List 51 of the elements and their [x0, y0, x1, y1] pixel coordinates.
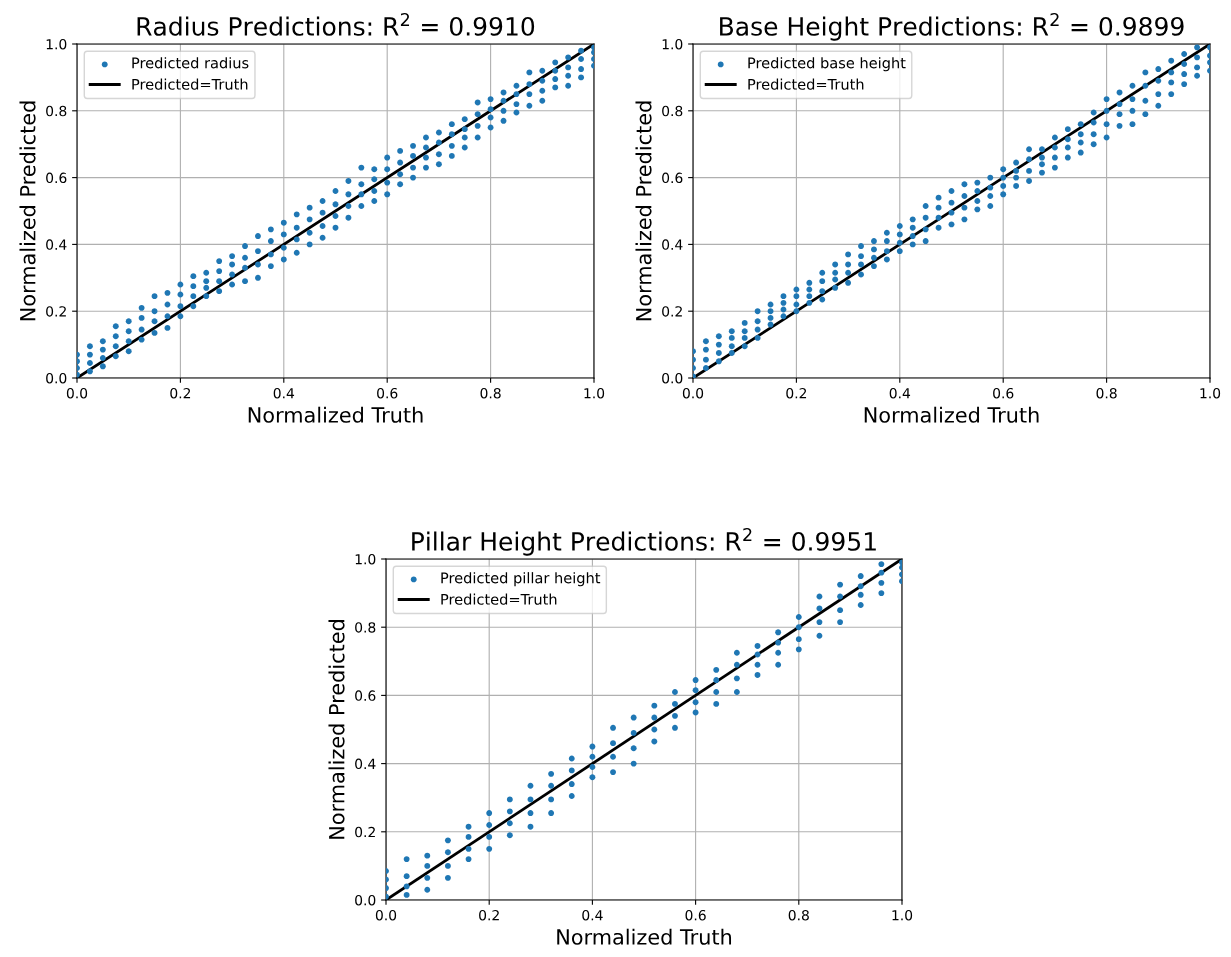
y-tick-label: 0.2 — [46, 306, 66, 317]
x-tick-label: 1.0 — [892, 909, 913, 921]
x-tick-label: 0.8 — [480, 387, 501, 399]
x-tick-label: 0.0 — [375, 909, 397, 921]
chart-title: Radius Predictions: R$^{2}$ = 0.9910 — [137, 12, 535, 36]
legend-label: Predicted pillar height — [441, 572, 601, 587]
y-tick-label: 0.8 — [46, 105, 67, 117]
y-tick-label: 1.0 — [355, 553, 376, 565]
chart-title: Pillar Height Predictions: R$^{2}$ = 0.9951 — [412, 527, 876, 556]
y-tick-label: 0.8 — [662, 105, 683, 117]
y-tick-label: 0.0 — [662, 372, 683, 384]
x-tick-label: 0.6 — [993, 387, 1014, 399]
y-axis-title: Normalized Predicted — [328, 620, 345, 839]
y-tick-label: 0.8 — [355, 622, 376, 633]
x-tick-label: 0.4 — [889, 387, 911, 399]
x-axis-title: Normalized Truth — [864, 406, 1039, 423]
y-tick-label: 0.6 — [662, 172, 683, 184]
legend-label: Predicted=Truth — [132, 78, 248, 90]
chart-title: Base Height Predictions: R$^{2}$ = 0.9899 — [720, 12, 1184, 41]
y-tick-label: 0.4 — [355, 758, 376, 770]
y-tick-label: 0.0 — [355, 894, 376, 906]
x-tick-label: 0.8 — [788, 909, 809, 921]
x-tick-label: 0.0 — [66, 387, 88, 399]
y-axis-title: Normalized Predicted — [635, 101, 652, 321]
x-tick-label: 1.0 — [1200, 387, 1221, 399]
y-axis-title: Normalized Predicted — [19, 101, 36, 321]
y-tick-label: 1.0 — [662, 38, 683, 50]
x-tick-label: 0.2 — [786, 387, 807, 399]
x-axis-title: Normalized Truth — [248, 406, 423, 423]
x-tick-label: 0.6 — [377, 387, 398, 399]
legend-label: Predicted=Truth — [748, 78, 864, 90]
legend-label: Predicted radius — [132, 57, 249, 69]
legend-label: Predicted base height — [748, 57, 906, 72]
x-tick-label: 0.2 — [170, 387, 191, 399]
x-tick-label: 1.0 — [584, 387, 605, 399]
x-tick-label: 0.6 — [685, 909, 706, 921]
y-tick-label: 0.2 — [355, 826, 375, 838]
y-tick-label: 0.6 — [355, 690, 376, 701]
y-tick-label: 1.0 — [46, 38, 67, 50]
y-tick-label: 0.4 — [662, 239, 683, 250]
x-tick-label: 0.0 — [682, 387, 704, 399]
x-tick-label: 0.4 — [582, 909, 603, 921]
x-tick-label: 0.8 — [1096, 387, 1117, 399]
legend-label: Predicted=Truth — [441, 593, 557, 605]
x-tick-label: 0.4 — [273, 387, 295, 399]
y-tick-label: 0.2 — [662, 306, 682, 317]
y-tick-label: 0.4 — [46, 239, 67, 250]
y-tick-label: 0.6 — [46, 172, 67, 184]
y-tick-label: 0.0 — [46, 372, 67, 384]
x-tick-label: 0.2 — [479, 909, 499, 921]
x-axis-title: Normalized Truth — [557, 928, 732, 945]
